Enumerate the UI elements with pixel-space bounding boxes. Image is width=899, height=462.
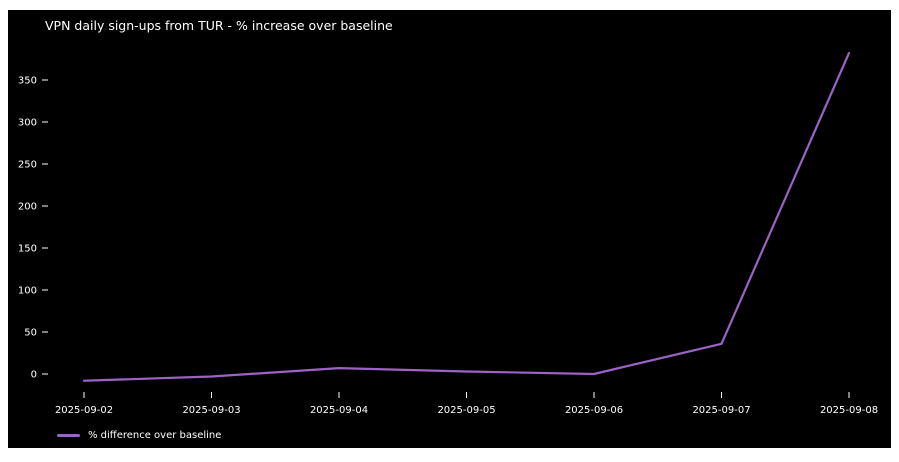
x-tick-label: 2025-09-03 [182,405,240,416]
y-tick-label: 250 [18,160,37,171]
line-chart: 0 50 100 150 200 250 300 350 2025-09-02 2025-09-0… [18,52,878,416]
legend-label: % difference over baseline [88,430,222,441]
chart-title: VPN daily sign-ups from TUR - % increase… [45,18,393,33]
y-tick-label: 100 [18,286,37,297]
x-tick-label: 2025-09-07 [692,405,750,416]
x-tick-label: 2025-09-02 [55,405,113,416]
y-tick-label: 300 [18,118,37,129]
x-tick-label: 2025-09-04 [310,405,368,416]
y-tick-label: 200 [18,202,37,213]
y-tick-label: 0 [31,370,37,381]
y-tick-label: 350 [18,76,37,87]
legend: % difference over baseline [57,430,221,441]
data-line [82,52,851,382]
y-tick-label: 150 [18,244,37,255]
chart-canvas: VPN daily sign-ups from TUR - % increase… [8,10,891,448]
y-tick-label: 50 [24,328,37,339]
legend-line-swatch [57,434,80,437]
x-tick-label: 2025-09-06 [565,405,623,416]
x-tick-label: 2025-09-05 [437,405,495,416]
x-tick-label: 2025-09-08 [820,405,878,416]
